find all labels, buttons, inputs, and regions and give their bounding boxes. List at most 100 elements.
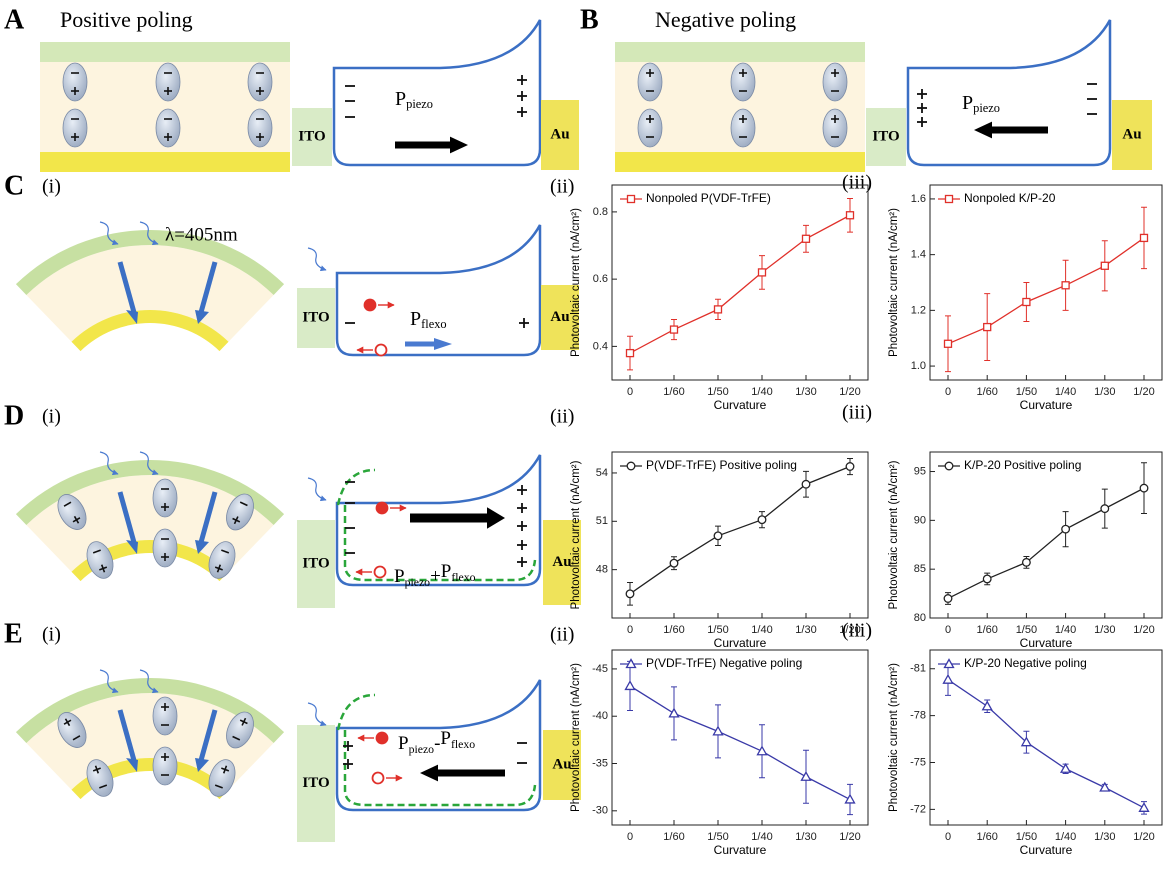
arrow-head xyxy=(487,507,505,529)
text-part: P xyxy=(440,728,451,749)
y-tick-label: -30 xyxy=(592,805,608,817)
light-ray xyxy=(99,451,119,476)
dipole-body xyxy=(155,108,181,148)
dipole xyxy=(637,108,663,148)
y-axis-label: Photovoltaic current (nA/cm²) xyxy=(570,460,582,609)
series-line xyxy=(947,237,1145,345)
carrier xyxy=(375,731,389,745)
x-tick-label: 0 xyxy=(627,386,633,398)
y-tick-label: 54 xyxy=(596,467,608,479)
light-ray xyxy=(139,669,159,694)
x-tick-label: 0 xyxy=(627,624,633,636)
data-point xyxy=(1139,233,1149,243)
film-bottom xyxy=(71,540,229,582)
dipole xyxy=(152,478,178,518)
x-tick-label: 1/20 xyxy=(839,386,860,398)
charge xyxy=(73,515,80,524)
light-ray xyxy=(307,702,327,727)
y-axis-label: Photovoltaic current (nA/cm²) xyxy=(570,663,582,812)
legend-label: K/P-20 Negative poling xyxy=(964,656,1087,670)
text-part: - xyxy=(434,733,440,754)
y-tick-label: 1.2 xyxy=(911,304,926,316)
sub-label: (iii) xyxy=(842,620,872,642)
y-tick-label: 0.8 xyxy=(593,206,608,218)
data-point xyxy=(1099,781,1111,792)
dipole-body xyxy=(730,108,756,148)
strain-outline xyxy=(336,693,376,731)
dipole xyxy=(155,62,181,102)
dipole-body xyxy=(57,494,87,530)
x-axis-label: Curvature xyxy=(714,843,767,857)
y-tick-label: -78 xyxy=(910,710,926,722)
electrode xyxy=(541,100,579,170)
data-point xyxy=(712,725,724,736)
x-tick-label: 0 xyxy=(945,831,951,843)
subscript: piezo xyxy=(973,101,1000,115)
y-tick-label: 85 xyxy=(914,563,926,575)
data-point xyxy=(801,479,811,489)
charge xyxy=(94,765,100,774)
light-ray xyxy=(139,451,159,476)
charge xyxy=(64,718,71,727)
dipole-body xyxy=(152,746,178,786)
x-axis-label: Curvature xyxy=(714,636,767,650)
data-point xyxy=(757,515,767,525)
arrow-head xyxy=(434,338,452,350)
dipole xyxy=(57,494,87,530)
x-tick-label: 1/30 xyxy=(1094,831,1115,843)
charge xyxy=(239,501,248,507)
data-point xyxy=(845,211,855,220)
electrode-label: Au xyxy=(550,309,569,325)
data-point xyxy=(844,793,856,804)
polarization-label: Ppiezo xyxy=(395,88,433,111)
legend-marker xyxy=(944,461,954,471)
x-axis-label: Curvature xyxy=(1020,398,1073,412)
dipole xyxy=(247,62,273,102)
panel-label: C xyxy=(4,170,24,201)
x-tick-label: 1/20 xyxy=(1133,386,1154,398)
x-tick-label: 1/20 xyxy=(1133,624,1154,636)
data-point xyxy=(625,589,635,599)
sub-label: (i) xyxy=(42,176,61,198)
x-tick-label: 1/40 xyxy=(1055,831,1076,843)
data-point xyxy=(1138,801,1150,812)
charge xyxy=(222,765,228,774)
data-point xyxy=(800,770,812,781)
dipole xyxy=(152,696,178,736)
x-tick-label: 1/30 xyxy=(1094,624,1115,636)
dipole xyxy=(208,759,236,797)
data-point xyxy=(1139,483,1149,493)
x-tick-label: 1/50 xyxy=(1016,624,1037,636)
subscript: flexo xyxy=(421,317,446,331)
data-point xyxy=(624,680,636,691)
y-tick-label: -45 xyxy=(592,663,608,675)
light-ray xyxy=(99,669,119,694)
x-tick-label: 1/60 xyxy=(976,831,997,843)
y-axis-label: Photovoltaic current (nA/cm²) xyxy=(570,208,582,357)
x-tick-label: 1/60 xyxy=(663,831,684,843)
x-tick-label: 1/40 xyxy=(1055,624,1076,636)
x-tick-label: 0 xyxy=(945,386,951,398)
film-bottom xyxy=(40,152,290,172)
strain-outline xyxy=(343,730,537,807)
data-point xyxy=(713,531,723,541)
film-bottom xyxy=(71,310,229,352)
data-point xyxy=(942,673,954,684)
plot-frame xyxy=(929,184,1163,381)
carrier xyxy=(371,771,385,785)
dipole-body xyxy=(155,62,181,102)
electrode xyxy=(543,730,581,800)
x-axis-label: Curvature xyxy=(1020,636,1073,650)
x-tick-label: 1/50 xyxy=(1016,386,1037,398)
electrode xyxy=(543,520,581,605)
dipole xyxy=(226,711,254,749)
subscript: piezo xyxy=(409,743,435,756)
dipole xyxy=(637,62,663,102)
x-tick-label: 1/40 xyxy=(751,831,772,843)
panel-title: Positive poling xyxy=(60,7,193,32)
dipole xyxy=(86,541,114,579)
charge xyxy=(214,784,223,789)
x-tick-label: 1/30 xyxy=(795,831,816,843)
series-line xyxy=(629,685,851,801)
